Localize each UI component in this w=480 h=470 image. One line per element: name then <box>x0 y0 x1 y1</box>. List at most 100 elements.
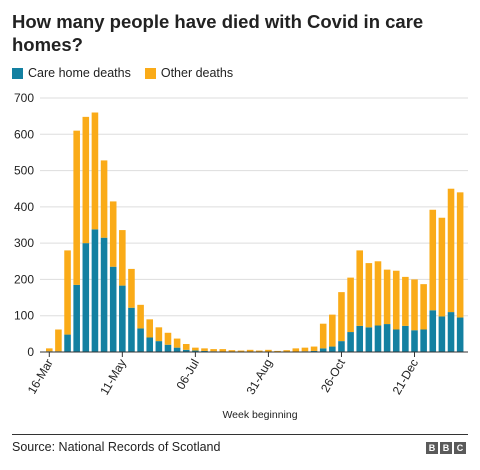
bar-care-home <box>91 229 99 352</box>
stacked-bar-chart: 0 100 200 300 400 500 600 700 16-Mar 11-May 06-Jul… <box>14 91 468 421</box>
care-home-swatch <box>12 67 23 79</box>
bar-other <box>411 279 418 331</box>
bar-other <box>283 350 290 352</box>
bar-other <box>64 250 71 335</box>
x-tick-label: 11-May <box>97 357 129 398</box>
bar-care-home <box>146 337 154 352</box>
bar-other <box>91 112 99 230</box>
bar-care-home <box>310 350 318 352</box>
bar-care-home <box>374 325 382 352</box>
bar-other <box>310 346 318 351</box>
bar-care-home <box>365 327 373 352</box>
bar-care-home <box>128 307 135 352</box>
footer-divider <box>12 434 468 435</box>
bar-care-home <box>164 344 172 352</box>
x-tick-label: 16-Mar <box>25 357 56 397</box>
bar-care-home <box>420 329 427 352</box>
bar-other <box>392 270 400 330</box>
legend-label-care-home: Care home deaths <box>28 66 131 80</box>
bar-care-home <box>64 334 71 352</box>
bar-other <box>292 348 300 352</box>
bar-other <box>456 192 464 318</box>
x-tick-label: 06-Jul <box>174 357 202 392</box>
bar-other <box>246 349 254 352</box>
bar-care-home <box>383 324 391 352</box>
bar-other <box>301 347 309 352</box>
y-tick-label: 700 <box>14 91 34 105</box>
bbc-logo-block: B <box>426 442 438 454</box>
bar-other <box>119 230 126 286</box>
bar-other <box>429 209 437 311</box>
x-tick-label: 26-Oct <box>318 356 348 395</box>
bar-other <box>383 269 391 325</box>
bar-other <box>219 349 227 352</box>
bar-other <box>46 348 53 352</box>
bar-care-home <box>182 349 190 352</box>
bar-other <box>137 304 144 329</box>
bar-care-home <box>429 310 437 352</box>
bar-care-home <box>347 332 354 352</box>
bar-other <box>173 338 181 348</box>
y-tick-label: 200 <box>14 272 34 286</box>
bar-care-home <box>319 348 327 352</box>
bar-other <box>329 314 336 347</box>
legend-item-other: Other deaths <box>144 66 234 80</box>
bar-other <box>402 276 409 326</box>
source-note: Source: National Records of Scotland <box>12 440 221 454</box>
bar-other <box>228 350 236 352</box>
bar-other <box>192 347 199 351</box>
legend-item-care-home: Care home deaths <box>12 66 131 80</box>
bar-other <box>146 319 154 338</box>
bar-care-home <box>447 312 455 352</box>
other-swatch <box>144 67 156 79</box>
chart-legend: Care home deaths Other deaths <box>12 66 247 80</box>
bar-other <box>447 188 455 313</box>
bar-care-home <box>456 317 464 352</box>
bar-care-home <box>392 329 400 352</box>
chart-title: How many people have died with Covid in … <box>12 11 424 55</box>
bbc-logo: B B C <box>426 442 466 454</box>
bar-care-home <box>119 285 126 352</box>
bar-care-home <box>329 346 336 352</box>
bar-other <box>347 277 354 333</box>
bar-care-home <box>411 330 418 352</box>
y-tick-label: 500 <box>14 164 34 178</box>
bar-care-home <box>109 266 117 352</box>
bar-other <box>256 350 263 352</box>
bbc-logo-block: B <box>440 442 452 454</box>
bar-other <box>109 201 117 267</box>
legend-label-other: Other deaths <box>160 66 234 80</box>
bbc-logo-block: C <box>454 442 466 454</box>
x-tick-label: 21-Dec <box>390 357 421 398</box>
y-tick-label: 600 <box>14 127 34 141</box>
x-axis-label: Week beginning <box>222 409 297 421</box>
bar-care-home <box>201 350 208 352</box>
bar-care-home <box>438 316 446 352</box>
bar-other <box>237 350 245 352</box>
bar-other <box>73 130 80 285</box>
bar-care-home <box>100 237 108 352</box>
bar-care-home <box>73 284 80 352</box>
bar-care-home <box>137 328 144 352</box>
bar-other <box>164 332 172 345</box>
bar-care-home <box>155 341 163 352</box>
bar-other <box>274 350 281 352</box>
bar-other <box>319 323 327 349</box>
bar-care-home <box>192 350 199 352</box>
y-tick-label: 300 <box>14 236 34 250</box>
bar-other <box>55 329 62 352</box>
bar-other <box>438 217 446 317</box>
bar-care-home <box>402 325 409 352</box>
bar-other <box>210 349 217 352</box>
bar-care-home <box>338 341 345 352</box>
bar-other <box>356 250 364 326</box>
bar-care-home <box>82 243 90 352</box>
bar-other <box>182 344 190 350</box>
bar-other <box>201 348 208 351</box>
bar-other <box>374 261 382 326</box>
bar-other <box>420 284 427 330</box>
bar-other <box>365 263 373 328</box>
bar-other <box>128 268 135 308</box>
x-tick-label: 31-Aug <box>244 357 275 398</box>
